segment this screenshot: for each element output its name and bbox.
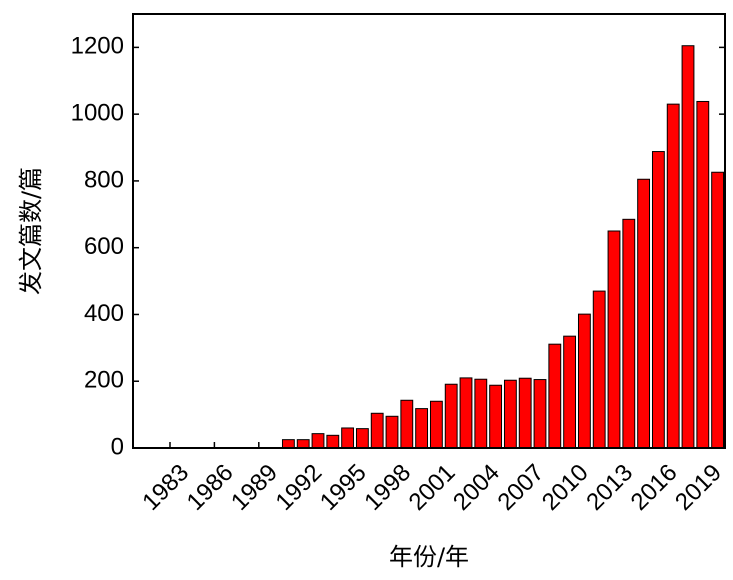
- y-tick-label: 200: [84, 367, 124, 394]
- bar: [622, 218, 636, 449]
- bar: [385, 415, 399, 449]
- bar: [459, 377, 473, 449]
- x-tick-label: 2007: [492, 459, 549, 516]
- bar: [296, 439, 310, 449]
- bar: [592, 290, 606, 449]
- bar: [651, 151, 665, 449]
- x-tick-label: 1995: [315, 459, 372, 516]
- bar: [503, 379, 517, 449]
- x-tick-label: 2001: [404, 459, 461, 516]
- bar: [666, 103, 680, 449]
- bar: [548, 343, 562, 449]
- x-tick-label: 2004: [448, 459, 505, 516]
- bar: [311, 433, 325, 449]
- plot-frame: [132, 13, 726, 449]
- y-tick-label: 800: [84, 166, 124, 193]
- bar: [533, 379, 547, 449]
- y-tick-label: 1000: [71, 99, 124, 126]
- bar: [696, 100, 710, 449]
- bar: [474, 378, 488, 449]
- y-tick-label: 600: [84, 233, 124, 260]
- bar: [370, 412, 384, 449]
- bar: [637, 178, 651, 449]
- bar: [711, 171, 725, 449]
- x-tick-label: 1986: [182, 459, 239, 516]
- bar: [577, 313, 591, 449]
- bar: [489, 384, 503, 449]
- x-tick-label: 2019: [670, 459, 727, 516]
- bar: [444, 383, 458, 449]
- x-tick-label: 1992: [270, 459, 327, 516]
- bar: [415, 408, 429, 449]
- bar: [355, 428, 369, 449]
- bar: [429, 400, 443, 449]
- y-axis-title: 发文篇数/篇: [17, 167, 45, 295]
- x-tick-label: 2013: [581, 459, 638, 516]
- x-tick-label: 1983: [137, 459, 194, 516]
- x-tick-label: 1989: [226, 459, 283, 516]
- bar: [341, 427, 355, 449]
- bar: [326, 434, 340, 449]
- bar: [681, 45, 695, 449]
- x-axis-title: 年份/年: [389, 543, 469, 571]
- x-tick-label: 1998: [359, 459, 416, 516]
- bar: [400, 399, 414, 449]
- bar: [518, 377, 532, 449]
- x-tick-label: 2016: [626, 459, 683, 516]
- y-tick-label: 0: [111, 433, 124, 460]
- x-tick-label: 2010: [537, 459, 594, 516]
- bar: [563, 335, 577, 449]
- bar: [607, 230, 621, 449]
- bar: [281, 439, 295, 449]
- y-tick-label: 1200: [71, 33, 124, 60]
- y-tick-label: 400: [84, 300, 124, 327]
